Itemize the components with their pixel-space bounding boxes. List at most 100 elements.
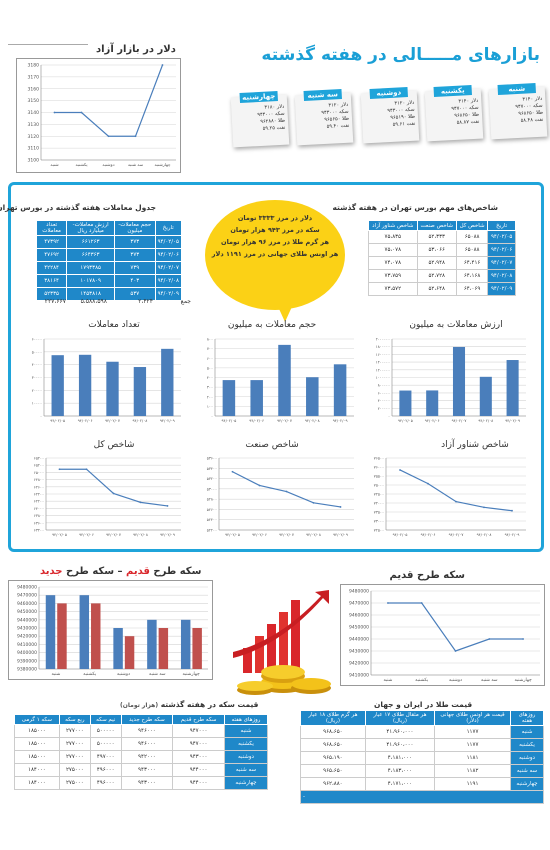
y-tick-label: ۶۴۰۰۰	[34, 506, 44, 511]
table-row: ۹۴/۰۲/۰۶ ۶۵۰۸۸ ۵۳،۰۶۶ ۷۵،۰۷۸	[368, 243, 516, 257]
data-point	[427, 482, 429, 485]
y-tick-label: ۸۰۰۰۰۰	[378, 383, 390, 388]
table-cell: ۵۲،۶۴۸	[416, 282, 457, 296]
table-cell: ۱۸۴۰۰۰	[14, 776, 60, 790]
y-tick-label: 9430000	[17, 626, 37, 632]
table-cell: ۴۹۷۰۰۰	[89, 750, 122, 764]
bubble-line: هر اونس طلای جهانی در مرز ۱۱۹۱ دلار	[211, 250, 339, 258]
y-tick-label: ۷۶۰۰۰	[374, 465, 384, 470]
bar	[158, 628, 169, 669]
y-tick-label: 9420000	[349, 661, 369, 667]
table-header-cell: سکه ۱ گرمی	[14, 714, 60, 725]
table-row: ۹۴/۰۲/۰۶ ۳۷۳ ۶۶۴۳۶۳ ۴۷۶۹۲	[35, 248, 183, 262]
day-note-line: نفت ۵۹.۲۵	[262, 124, 286, 132]
index-table: تاریخ شاخص کل شاخص صنعت شاخص شناور آزاد ۹۴/۰…	[368, 220, 516, 296]
y-tick-label: ۶۴۶۰۰	[34, 484, 44, 489]
dollar-title-rule	[8, 44, 88, 45]
table-header-cell: ربع سکه	[58, 714, 91, 725]
table-cell: ۱۷۹۳۳۸۵	[66, 261, 116, 275]
industry-index-title: شاخص صنعت	[245, 440, 299, 450]
y-tick-label: ۵۰۰۰۰	[32, 349, 42, 354]
x-tick-label: ۹۴/۰۲/۰۶	[425, 418, 440, 423]
x-tick-label: دوشنبه	[117, 672, 130, 677]
trade-value-chart: ۰ ۲۰۰۰۰۰ ۴۰۰۰۰۰ ۶۰۰۰۰۰ ۸۰۰۰۰۰ ۱۰۰۰۰۰۰ ۱۲۰۰۰۰۰ ۱…	[376, 337, 526, 423]
stock-section-frame	[8, 182, 544, 552]
table-cell: ۹۴/۰۲/۰۷	[154, 261, 183, 275]
bar	[78, 354, 92, 416]
y-tick-label: ۷۲۵۰۰	[374, 528, 384, 533]
x-tick-label: ۹۴/۰۲/۰۸	[477, 532, 492, 537]
y-tick-label: ۳۰۰۰۰	[32, 375, 42, 380]
table-row: ۹۴/۰۲/۰۹ ۵۳۷ ۱۴۵۳۸۱۸ ۵۲۳۳۵	[35, 287, 183, 301]
sum-value: ۲،۴۲۴	[138, 298, 153, 305]
y-tick-label: ۰	[211, 414, 213, 419]
y-tick-label: ۶۳۴۰۰	[34, 528, 44, 533]
table-cell: ۲۷۷۰۰۰	[58, 750, 91, 764]
table-header-cell: حجم معاملات- میلیون	[114, 220, 156, 236]
x-tick-label: ۹۴/۰۲/۰۵	[50, 418, 65, 423]
table-cell: ۹۴/۰۲/۰۵	[154, 235, 183, 249]
coin-old-new-title: سکه طرح قدیم – سکه طرح جدید	[40, 566, 202, 577]
table-cell: ۵۲،۳۳۳	[416, 230, 457, 244]
trade-volume-chart: ۰ ۱۰۰ ۲۰۰ ۳۰۰ ۴۰۰ ۵۰۰ ۶۰۰ ۷۰۰ ۸۰۰ ۹۴/۰۲/۰۵ ۹۴/۰۲/۰…	[207, 337, 354, 423]
y-tick-label: ۷۳۰۰۰	[374, 519, 384, 524]
table-cell: ۹۴۷۰۰۰	[172, 724, 225, 738]
x-tick-label: ۹۴/۰۲/۰۶	[421, 532, 436, 537]
table-header-row: روزهای هفته سکه طرح قدیم سکه طرح جدید نیم س…	[14, 714, 268, 725]
x-tick-label: ۹۴/۰۲/۰۹	[505, 418, 520, 423]
table-cell: ۹۴۶۰۰۰	[120, 724, 174, 738]
x-tick-label: ۹۴/۰۲/۰۷	[449, 532, 464, 537]
table-cell: ۹۴/۰۲/۰۵	[487, 230, 516, 244]
y-tick-label: ۵۳۴۰۰	[207, 466, 217, 471]
y-tick-label: 9380000	[17, 667, 37, 673]
table-cell: ۳۸۱۶۴	[35, 274, 68, 288]
y-tick-label: ۰	[388, 414, 390, 419]
table-cell: ۲۷۵۰۰۰	[58, 776, 91, 790]
bar	[399, 390, 412, 416]
coin-price-table: روزهای هفته سکه طرح قدیم سکه طرح جدید نیم س…	[14, 714, 268, 790]
day-note-line: نفت ۵۹.۶۱	[392, 120, 416, 128]
data-point	[399, 469, 401, 471]
table-cell: ۱۱۸۲	[434, 764, 512, 778]
y-tick-label: ۶۵۴۰۰	[34, 456, 44, 461]
table-footer-cell: -	[300, 790, 544, 804]
day-note-tag: یکشنبه	[433, 85, 472, 98]
data-point	[80, 111, 83, 114]
y-tick-label: ۱۰۰	[207, 404, 213, 409]
gold-price-table: روزهای هفته قیمت هر اونس طلای جهانی (دلار…	[300, 710, 544, 804]
y-tick-label: ۶۵۲۰۰	[34, 463, 44, 468]
table-row: ۹۴/۰۲/۰۹ ۶۴،۰۶۹ ۵۲،۶۴۸ ۷۳،۵۷۲	[368, 282, 516, 296]
y-tick-label: ۱۸۰۰۰۰۰	[376, 344, 390, 349]
table-row: یکشنبه ۹۴۷۰۰۰ ۹۴۶۰۰۰ ۵۰۰۰۰۰ ۲۷۷۰۰۰ ۱۸۵۰۰۰	[14, 737, 268, 751]
table-row: ۹۴/۰۲/۰۸ ۴۰۳ ۱۰۱۷۸۰۹ ۳۸۱۶۴	[35, 274, 183, 288]
bar	[222, 380, 236, 416]
bar	[250, 380, 263, 416]
data-point	[339, 506, 342, 508]
table-cell: ۹۴/۰۲/۰۹	[487, 282, 516, 296]
y-tick-label: 9430000	[349, 649, 369, 655]
data-point	[522, 638, 524, 640]
y-tick-label: ۶۰۰	[207, 356, 213, 361]
y-tick-label: ۷۶۵۰۰	[374, 456, 384, 461]
table-cell: ۴۰۳	[114, 274, 156, 288]
day-note-line: نفت ۵۸.۴۸	[520, 116, 544, 124]
table-cell: ۱۱۷۷	[434, 725, 512, 739]
y-tick-label: ۷۳۵۰۰	[374, 510, 384, 515]
table-cell: ۶۶۴۳۶۳	[66, 248, 116, 262]
x-tick-label: شنبه	[51, 672, 60, 677]
dollar-chart: 3100 3110 3120 3130 3140 3150 3160 3170 3180 شنبه…	[28, 63, 176, 167]
right-table-title: شاخص‌های مهم بورس تهران در هفته گذشته	[332, 203, 498, 212]
table-header-cell: هر گرم طلای ۱۸ عیار (ریال)	[300, 710, 366, 726]
table-cell: ۶۴،۰۶۹	[455, 282, 489, 296]
bar	[161, 348, 174, 416]
table-cell: ۹۴۴۰۰۰	[172, 776, 225, 790]
table-header-cell: قیمت هر اونس طلای جهانی (دلار)	[434, 710, 512, 726]
series-line	[59, 468, 168, 507]
y-tick-label: 9480000	[349, 589, 369, 595]
bar	[452, 346, 466, 416]
y-tick-label: ۴۰۰۰۰۰	[378, 398, 390, 403]
table-cell: ۹۴/۰۲/۰۶	[154, 248, 183, 262]
x-tick-label: یکشنبه	[76, 162, 89, 167]
sum-value: ۲۲۷،۶۶۷	[44, 298, 66, 305]
table-cell: ۷۵،۰۷۸	[368, 243, 418, 257]
